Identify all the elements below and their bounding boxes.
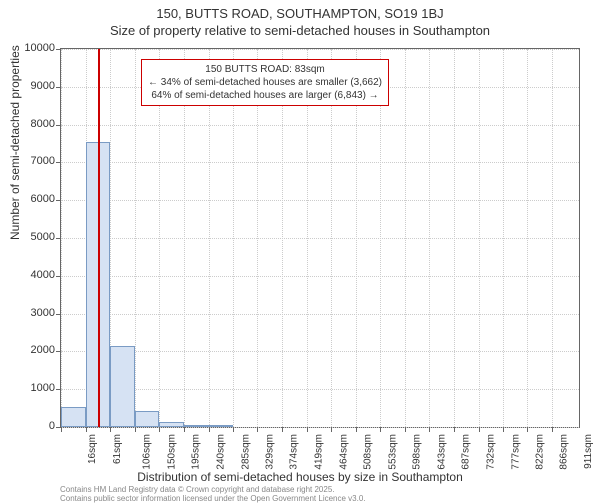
annotation-line3: 64% of semi-detached houses are larger (…: [148, 89, 382, 102]
ytick-label: 3000: [15, 307, 55, 319]
x-axis-label: Distribution of semi-detached houses by …: [0, 470, 600, 484]
ytick-label: 4000: [15, 269, 55, 281]
gridline-vertical: [405, 49, 406, 427]
ytick-label: 0: [15, 420, 55, 432]
xtick-label: 16sqm: [87, 434, 98, 464]
xtick-mark: [233, 427, 234, 432]
xtick-label: 195sqm: [191, 434, 202, 470]
xtick-mark: [454, 427, 455, 432]
plot-area: 150 BUTTS ROAD: 83sqm← 34% of semi-detac…: [60, 48, 580, 428]
gridline-vertical: [429, 49, 430, 427]
gridline-vertical: [135, 49, 136, 427]
annotation-box: 150 BUTTS ROAD: 83sqm← 34% of semi-detac…: [141, 59, 389, 106]
footer-attribution: Contains HM Land Registry data © Crown c…: [60, 486, 366, 504]
y-axis-label: Number of semi-detached properties: [8, 45, 22, 240]
xtick-mark: [552, 427, 553, 432]
xtick-label: 911sqm: [583, 434, 594, 469]
gridline-horizontal: [61, 49, 579, 50]
histogram-bar: [209, 425, 233, 427]
gridline-horizontal: [61, 162, 579, 163]
gridline-horizontal: [61, 238, 579, 239]
chart-title-line1: 150, BUTTS ROAD, SOUTHAMPTON, SO19 1BJ: [0, 0, 600, 21]
xtick-label: 508sqm: [363, 434, 374, 470]
xtick-label: 150sqm: [166, 434, 177, 470]
chart-title-line2: Size of property relative to semi-detach…: [0, 21, 600, 38]
ytick-label: 10000: [15, 42, 55, 54]
gridline-vertical: [479, 49, 480, 427]
gridline-vertical: [527, 49, 528, 427]
xtick-mark: [307, 427, 308, 432]
xtick-mark: [86, 427, 87, 432]
xtick-mark: [527, 427, 528, 432]
ytick-label: 2000: [15, 344, 55, 356]
chart-container: 150, BUTTS ROAD, SOUTHAMPTON, SO19 1BJ S…: [0, 0, 600, 500]
xtick-mark: [331, 427, 332, 432]
xtick-mark: [479, 427, 480, 432]
xtick-mark: [503, 427, 504, 432]
ytick-label: 1000: [15, 382, 55, 394]
footer-line2: Contains public sector information licen…: [60, 495, 366, 504]
xtick-label: 687sqm: [461, 434, 472, 470]
gridline-vertical: [454, 49, 455, 427]
gridline-vertical: [503, 49, 504, 427]
xtick-label: 106sqm: [142, 434, 153, 470]
gridline-horizontal: [61, 125, 579, 126]
xtick-mark: [380, 427, 381, 432]
xtick-mark: [110, 427, 111, 432]
xtick-label: 732sqm: [485, 434, 496, 470]
xtick-label: 553sqm: [387, 434, 398, 470]
xtick-label: 464sqm: [338, 434, 349, 470]
ytick-label: 6000: [15, 193, 55, 205]
histogram-bar: [159, 422, 184, 427]
xtick-mark: [282, 427, 283, 432]
xtick-mark: [159, 427, 160, 432]
gridline-vertical: [552, 49, 553, 427]
property-marker-line: [98, 49, 100, 427]
gridline-vertical: [61, 49, 62, 427]
xtick-label: 822sqm: [535, 434, 546, 470]
xtick-mark: [257, 427, 258, 432]
xtick-label: 643sqm: [437, 434, 448, 470]
xtick-mark: [135, 427, 136, 432]
gridline-horizontal: [61, 200, 579, 201]
gridline-horizontal: [61, 389, 579, 390]
xtick-label: 240sqm: [215, 434, 226, 470]
annotation-line1: 150 BUTTS ROAD: 83sqm: [148, 63, 382, 76]
xtick-mark: [356, 427, 357, 432]
annotation-line2: ← 34% of semi-detached houses are smalle…: [148, 76, 382, 89]
xtick-mark: [209, 427, 210, 432]
ytick-label: 9000: [15, 80, 55, 92]
xtick-label: 285sqm: [240, 434, 251, 470]
gridline-horizontal: [61, 276, 579, 277]
gridline-horizontal: [61, 314, 579, 315]
xtick-mark: [405, 427, 406, 432]
histogram-bar: [184, 425, 209, 427]
ytick-label: 8000: [15, 118, 55, 130]
xtick-label: 419sqm: [314, 434, 325, 470]
xtick-label: 777sqm: [510, 434, 521, 470]
gridline-horizontal: [61, 427, 579, 428]
gridline-horizontal: [61, 351, 579, 352]
xtick-label: 61sqm: [112, 434, 123, 464]
xtick-mark: [429, 427, 430, 432]
xtick-label: 598sqm: [412, 434, 423, 470]
histogram-bar: [135, 411, 160, 427]
xtick-mark: [184, 427, 185, 432]
xtick-mark: [61, 427, 62, 432]
histogram-bar: [61, 407, 86, 427]
histogram-bar: [110, 346, 134, 427]
xtick-label: 329sqm: [264, 434, 275, 470]
ytick-label: 5000: [15, 231, 55, 243]
xtick-label: 866sqm: [559, 434, 570, 470]
ytick-label: 7000: [15, 155, 55, 167]
xtick-label: 374sqm: [289, 434, 300, 470]
